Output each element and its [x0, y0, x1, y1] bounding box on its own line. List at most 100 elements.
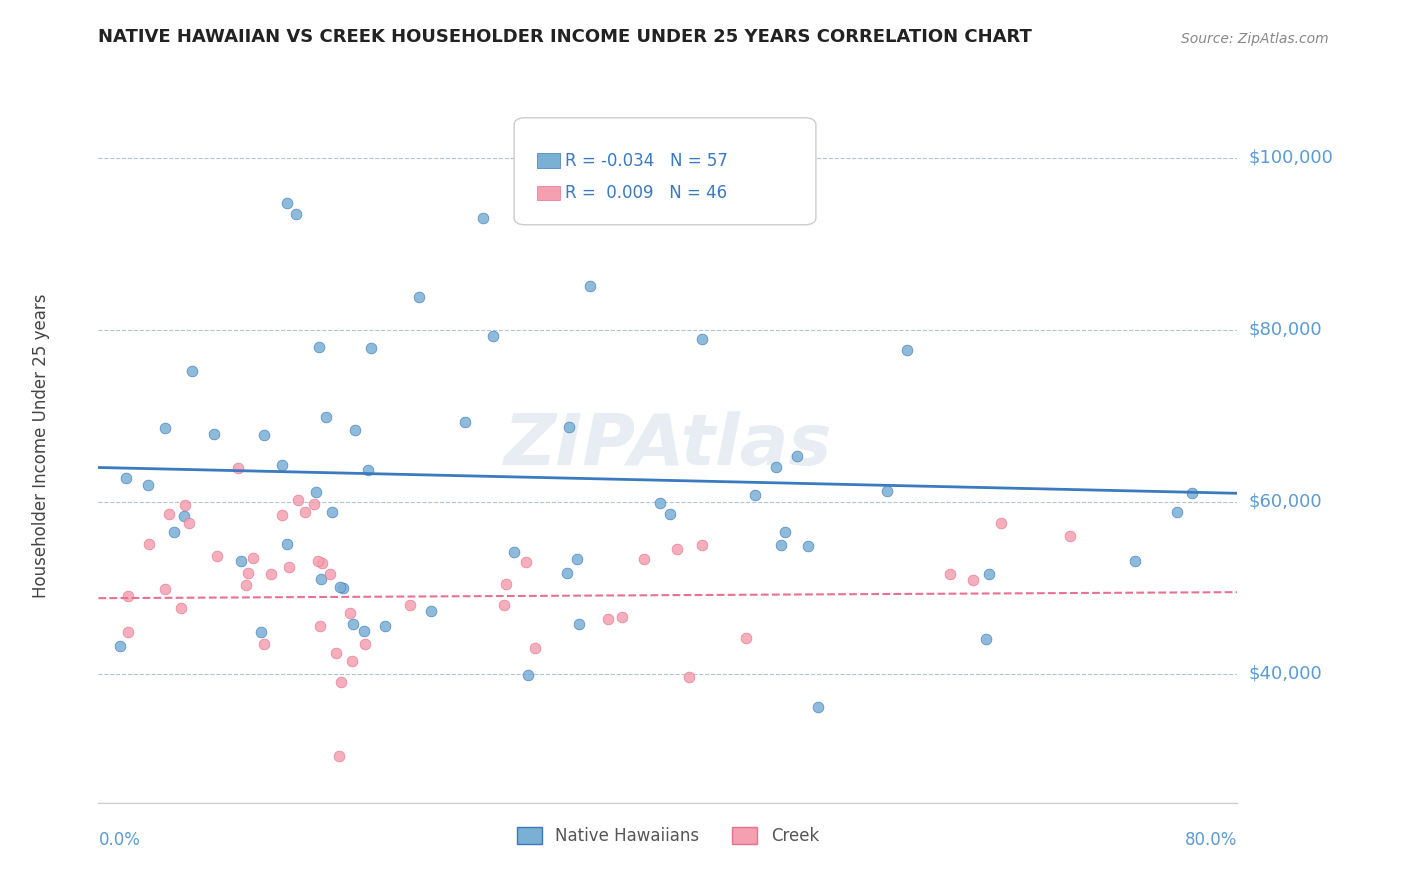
- Text: R = -0.034   N = 57: R = -0.034 N = 57: [565, 152, 728, 169]
- Point: [302, 497, 325, 511]
- Point: [114, 471, 136, 485]
- Point: [138, 537, 160, 551]
- Point: [408, 290, 430, 304]
- Point: [770, 538, 793, 552]
- FancyBboxPatch shape: [515, 118, 815, 225]
- Point: [962, 574, 984, 588]
- Point: [328, 580, 350, 594]
- Text: NATIVE HAWAIIAN VS CREEK HOUSEHOLDER INCOME UNDER 25 YEARS CORRELATION CHART: NATIVE HAWAIIAN VS CREEK HOUSEHOLDER INC…: [98, 29, 1032, 46]
- Point: [315, 409, 337, 424]
- Point: [353, 624, 375, 639]
- Point: [990, 516, 1012, 530]
- Point: [1125, 554, 1147, 568]
- Point: [555, 566, 578, 580]
- Point: [252, 428, 274, 442]
- Point: [174, 498, 197, 512]
- Point: [876, 484, 898, 499]
- Point: [648, 496, 671, 510]
- Point: [979, 566, 1001, 581]
- Point: [454, 415, 477, 429]
- Point: [271, 458, 294, 472]
- Point: [495, 577, 517, 591]
- Point: [311, 557, 333, 571]
- Point: [666, 541, 689, 556]
- Text: 80.0%: 80.0%: [1185, 831, 1237, 849]
- Point: [744, 488, 766, 502]
- Point: [330, 675, 353, 690]
- Point: [610, 610, 633, 624]
- Point: [304, 485, 326, 500]
- Point: [565, 551, 588, 566]
- Point: [278, 560, 301, 574]
- Point: [344, 423, 367, 437]
- Point: [308, 554, 330, 568]
- Text: $40,000: $40,000: [1249, 665, 1323, 683]
- Text: Source: ZipAtlas.com: Source: ZipAtlas.com: [1181, 32, 1329, 46]
- Legend: Native Hawaiians, Creek: Native Hawaiians, Creek: [510, 820, 825, 852]
- Point: [242, 551, 264, 566]
- Point: [896, 343, 918, 357]
- Point: [516, 668, 538, 682]
- Point: [309, 572, 332, 586]
- Point: [253, 637, 276, 651]
- Point: [502, 545, 524, 559]
- Point: [765, 460, 787, 475]
- Point: [360, 341, 382, 355]
- Point: [399, 599, 422, 613]
- Point: [250, 624, 273, 639]
- Point: [136, 478, 159, 492]
- Point: [342, 617, 364, 632]
- Point: [515, 555, 537, 569]
- Point: [260, 567, 283, 582]
- Point: [287, 493, 309, 508]
- Point: [568, 617, 591, 632]
- Point: [472, 211, 495, 226]
- Point: [294, 505, 316, 519]
- Text: Householder Income Under 25 years: Householder Income Under 25 years: [32, 293, 51, 599]
- Point: [340, 654, 363, 668]
- Point: [939, 567, 962, 582]
- Point: [357, 462, 380, 476]
- Point: [319, 566, 342, 581]
- Point: [328, 748, 350, 763]
- Text: R =  0.009   N = 46: R = 0.009 N = 46: [565, 184, 727, 202]
- Point: [1059, 529, 1081, 543]
- Text: 0.0%: 0.0%: [98, 831, 141, 849]
- Point: [173, 508, 195, 523]
- Point: [692, 332, 714, 346]
- Point: [579, 278, 602, 293]
- Point: [170, 601, 193, 615]
- Point: [181, 364, 204, 378]
- Point: [236, 566, 259, 580]
- Point: [482, 328, 505, 343]
- Point: [678, 670, 700, 684]
- Point: [1181, 485, 1204, 500]
- Point: [235, 578, 257, 592]
- Point: [354, 637, 377, 651]
- Point: [228, 461, 250, 475]
- Text: $100,000: $100,000: [1249, 149, 1333, 167]
- Point: [205, 549, 228, 563]
- Point: [420, 604, 443, 618]
- Point: [786, 449, 808, 463]
- Point: [735, 631, 758, 645]
- Point: [204, 426, 226, 441]
- Text: $60,000: $60,000: [1249, 493, 1322, 511]
- Point: [633, 551, 655, 566]
- Point: [285, 206, 308, 220]
- Point: [155, 421, 177, 435]
- Point: [659, 507, 682, 521]
- Point: [229, 554, 252, 568]
- Point: [332, 581, 354, 595]
- Point: [308, 340, 330, 354]
- Point: [807, 700, 830, 714]
- Point: [374, 619, 396, 633]
- Point: [976, 632, 998, 647]
- Point: [797, 539, 820, 553]
- Point: [157, 507, 180, 521]
- Point: [117, 589, 139, 603]
- Point: [321, 505, 343, 519]
- Point: [308, 619, 330, 633]
- Point: [775, 524, 797, 539]
- FancyBboxPatch shape: [537, 186, 560, 200]
